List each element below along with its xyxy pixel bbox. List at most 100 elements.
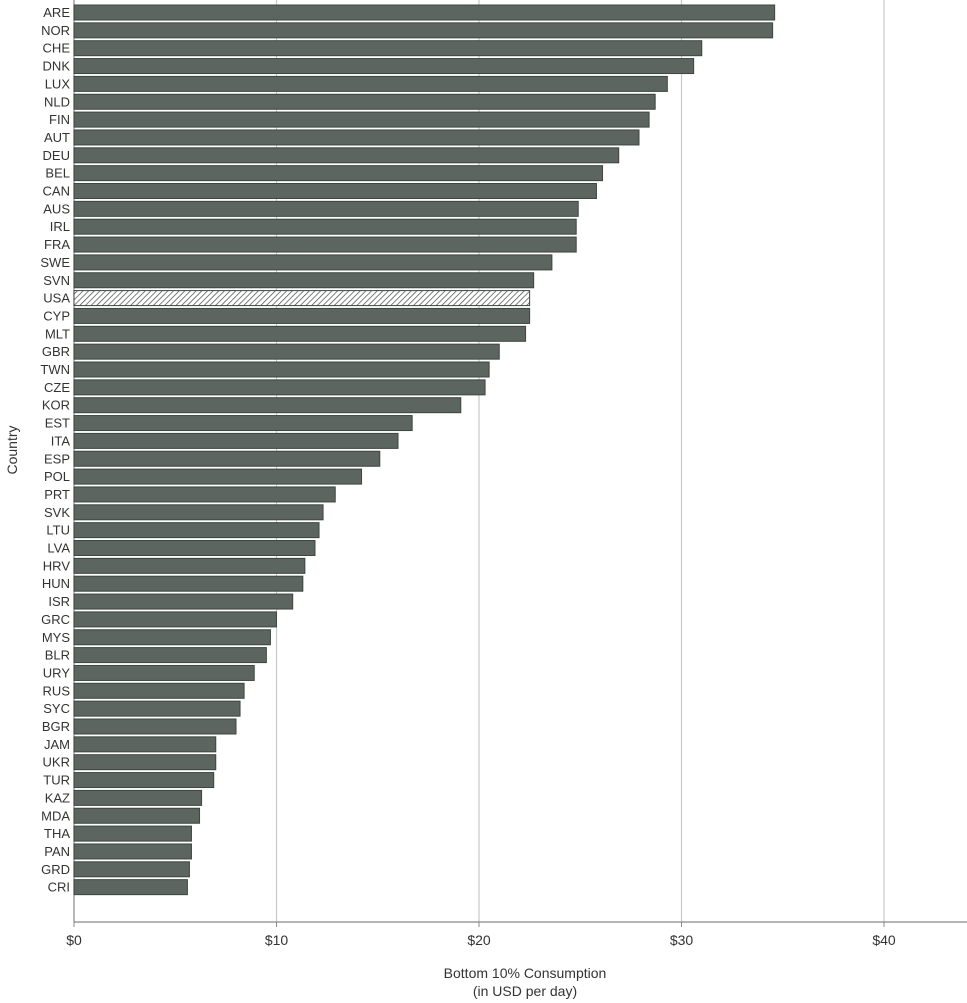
category-label-isr: ISR xyxy=(48,594,70,609)
category-label-fin: FIN xyxy=(49,112,70,127)
category-label-aus: AUS xyxy=(43,201,70,216)
bar-esp xyxy=(73,450,381,467)
bar-are xyxy=(73,4,776,21)
category-label-blr: BLR xyxy=(45,648,70,663)
bar-hun xyxy=(73,575,304,592)
bar-ita xyxy=(73,432,399,449)
category-label-ury: URY xyxy=(43,665,71,680)
category-label-mlt: MLT xyxy=(45,326,70,341)
category-label-tur: TUR xyxy=(43,773,70,788)
category-label-twn: TWN xyxy=(40,362,70,377)
bar-fra xyxy=(73,236,577,253)
bar-mlt xyxy=(73,325,527,342)
x-tick-label-20: $20 xyxy=(467,932,491,948)
category-label-bgr: BGR xyxy=(42,719,70,734)
bar-deu xyxy=(73,147,620,164)
x-tick-label-40: $40 xyxy=(872,932,896,948)
category-label-hun: HUN xyxy=(42,576,70,591)
bar-aut xyxy=(73,129,640,146)
bar-swe xyxy=(73,254,553,271)
x-tick-label-0: $0 xyxy=(66,932,82,948)
category-label-pan: PAN xyxy=(44,844,70,859)
category-label-cze: CZE xyxy=(44,380,70,395)
category-label-hrv: HRV xyxy=(43,558,71,573)
bar-lva xyxy=(73,540,316,556)
bar-cri xyxy=(73,879,188,896)
bar-rus xyxy=(73,682,245,699)
category-label-svn: SVN xyxy=(43,273,70,288)
category-label-aut: AUT xyxy=(44,130,70,145)
bar-svk xyxy=(73,504,324,521)
category-label-prt: PRT xyxy=(44,487,70,502)
category-label-ltu: LTU xyxy=(46,523,70,538)
bar-cze xyxy=(73,379,486,396)
bar-grc xyxy=(73,611,277,628)
category-label-mda: MDA xyxy=(41,808,70,823)
x-tick-label-30: $30 xyxy=(670,932,694,948)
bar-cyp xyxy=(73,307,531,324)
bar-isr xyxy=(73,593,294,610)
bar-nld xyxy=(73,93,656,110)
category-label-pol: POL xyxy=(44,469,70,484)
bar-aus xyxy=(73,200,579,217)
x-axis-title-line2: (in USD per day) xyxy=(473,983,577,999)
bar-can xyxy=(73,183,597,199)
category-label-grc: GRC xyxy=(41,612,70,627)
category-label-ita: ITA xyxy=(51,433,71,448)
bars xyxy=(73,4,776,896)
category-label-are: ARE xyxy=(43,5,70,20)
bar-nor xyxy=(73,22,774,39)
category-label-tha: THA xyxy=(44,826,70,841)
category-label-dnk: DNK xyxy=(43,59,71,74)
bar-bgr xyxy=(73,718,237,735)
category-label-est: EST xyxy=(45,416,70,431)
category-label-swe: SWE xyxy=(40,255,70,270)
category-label-cri: CRI xyxy=(48,880,70,895)
bar-pol xyxy=(73,468,363,485)
bar-lux xyxy=(73,75,668,92)
category-label-can: CAN xyxy=(43,184,70,199)
bar-syc xyxy=(73,700,241,717)
bar-pan xyxy=(73,843,192,860)
x-tick-label-10: $10 xyxy=(265,932,289,948)
bar-mys xyxy=(73,629,271,646)
bar-mda xyxy=(73,807,201,824)
category-label-svk: SVK xyxy=(44,505,70,520)
bar-est xyxy=(73,415,413,432)
bar-usa xyxy=(73,290,531,307)
category-label-lva: LVA xyxy=(47,541,70,556)
category-labels: ARE NOR CHE DNK LUX NLD FIN AUT DEU BEL CAN AUS IRL F… xyxy=(40,5,70,895)
category-label-kaz: KAZ xyxy=(45,790,70,805)
category-label-fra: FRA xyxy=(44,237,70,252)
bar-grd xyxy=(73,861,190,878)
category-label-esp: ESP xyxy=(44,451,70,466)
category-label-irl: IRL xyxy=(50,219,70,234)
category-label-grd: GRD xyxy=(41,862,70,877)
category-label-nor: NOR xyxy=(41,23,70,38)
category-label-rus: RUS xyxy=(43,683,71,698)
bar-bel xyxy=(73,165,604,182)
bar-gbr xyxy=(73,343,500,360)
x-axis: $0 $10 $20 $30 $40 xyxy=(66,921,967,948)
bar-ury xyxy=(73,664,255,681)
category-label-usa: USA xyxy=(43,291,70,306)
category-label-mys: MYS xyxy=(42,630,71,645)
bar-irl xyxy=(73,218,577,235)
bar-kaz xyxy=(73,789,203,806)
bar-blr xyxy=(73,647,267,664)
bar-kor xyxy=(73,397,462,414)
bar-twn xyxy=(73,361,490,378)
category-label-deu: DEU xyxy=(43,148,70,163)
category-label-cyp: CYP xyxy=(43,308,70,323)
category-label-gbr: GBR xyxy=(42,344,70,359)
bar-hrv xyxy=(73,557,306,574)
bar-fin xyxy=(73,111,650,128)
category-label-jam: JAM xyxy=(44,737,70,752)
x-axis-title-line1: Bottom 10% Consumption xyxy=(444,965,607,981)
category-label-lux: LUX xyxy=(45,76,71,91)
bar-ukr xyxy=(73,754,217,771)
category-label-nld: NLD xyxy=(44,94,70,109)
bar-svn xyxy=(73,272,535,289)
category-label-kor: KOR xyxy=(42,398,70,413)
